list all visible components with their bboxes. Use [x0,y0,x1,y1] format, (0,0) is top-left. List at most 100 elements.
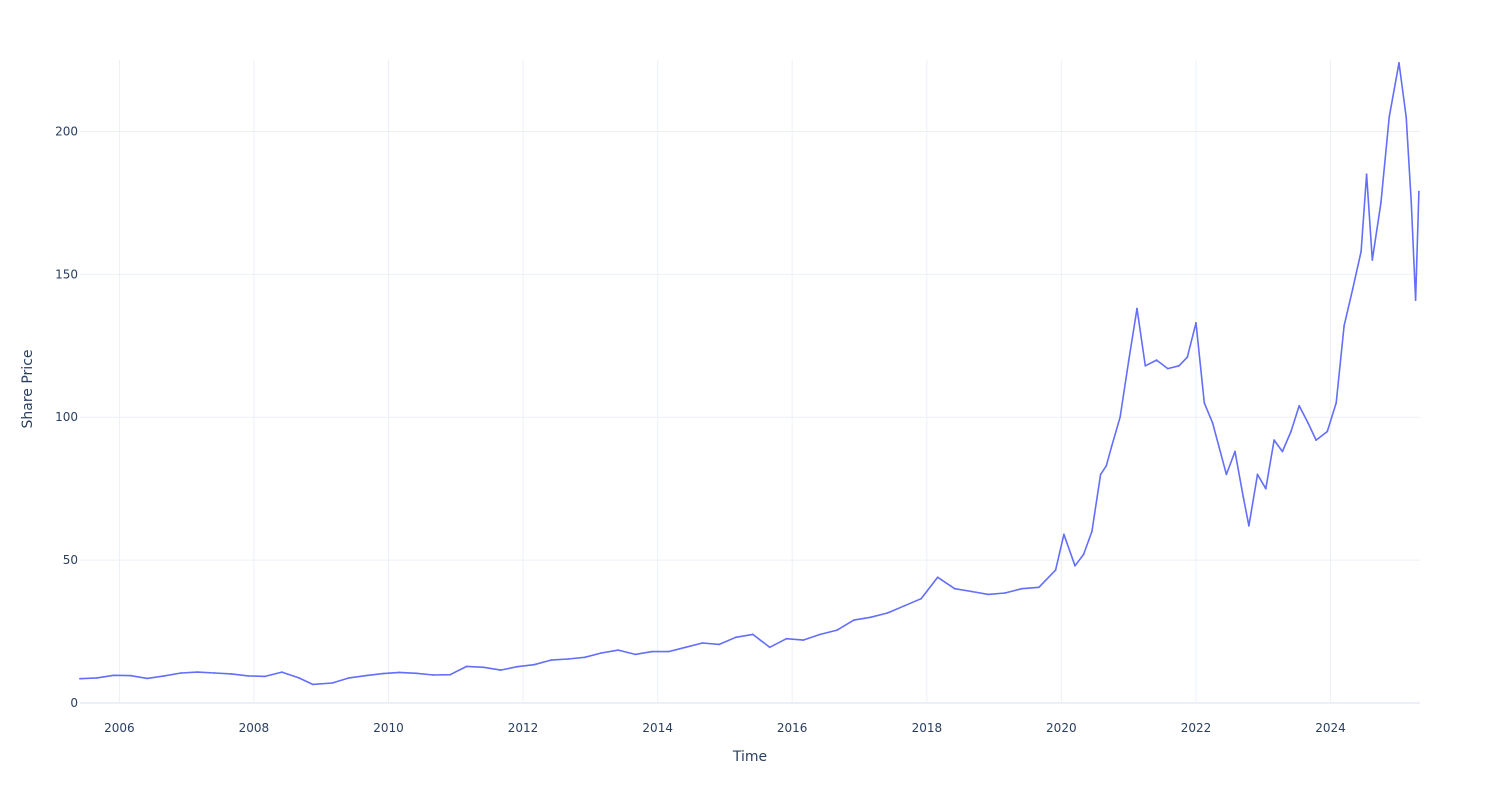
data-point [768,646,771,649]
data-point [311,683,314,686]
data-point [920,597,922,600]
data-point [785,637,788,640]
data-point [1234,450,1236,453]
chart-grid [80,60,1420,704]
data-point [701,642,704,644]
x-tick-label: 2014 [642,721,673,735]
data-point [1021,587,1023,590]
data-point [1290,430,1292,433]
data-point [1388,116,1391,119]
data-point [1410,202,1413,204]
data-point [1054,569,1057,571]
data-point [482,666,485,669]
data-point [533,663,535,666]
data-point [1242,496,1245,499]
data-point [196,671,199,673]
data-point [1351,287,1354,290]
data-point [1371,259,1374,261]
data-point [550,659,552,661]
data-point [987,593,990,596]
data-point [634,653,637,656]
data-point [567,658,569,660]
data-point [1099,473,1102,476]
data-point [600,652,603,654]
x-tick-label: 2024 [1315,721,1346,735]
x-tick-label: 2006 [104,721,135,735]
data-point [1105,464,1108,467]
data-point [1155,359,1158,361]
data-point [1264,487,1267,490]
data-point [1273,439,1275,441]
data-point [1186,356,1189,359]
data-point [499,669,502,671]
data-point [1307,422,1309,424]
x-tick-label: 2012 [508,721,539,735]
data-point [163,675,166,677]
data-point [180,672,182,674]
data-point [382,672,384,675]
series-layer [79,62,1420,686]
x-axis-title: Time [732,749,767,765]
tick-labels: 2006 2008 2010 2012 2014 2016 2018 2020 2022 2024… [55,124,1346,735]
data-point [1418,190,1420,193]
data-point [1038,586,1040,589]
data-point [1414,299,1417,301]
data-point [1365,173,1368,176]
y-tick-label: 200 [55,124,78,138]
data-point [298,677,300,679]
data-point [1256,473,1259,476]
data-point [1398,62,1400,64]
data-point [432,674,435,676]
data-point [1195,322,1197,324]
data-point [365,674,367,677]
data-point [1063,533,1065,536]
data-point [129,674,132,677]
data-point [1281,450,1284,453]
data-point [112,674,115,677]
data-point [1315,439,1317,441]
series-line [79,62,1420,686]
y-tick-label: 0 [70,696,78,710]
data-point [667,650,670,653]
data-point [953,587,956,590]
data-point [819,633,822,636]
data-point [1166,367,1169,370]
data-point [1203,402,1206,404]
data-point [1211,422,1214,424]
y-tick-label: 100 [55,410,78,424]
data-point [802,639,805,641]
series-points [79,62,1420,686]
data-point [1082,553,1085,556]
data-point [264,675,266,678]
data-point [853,619,855,621]
data-point [1360,250,1362,253]
data-point [970,590,973,593]
data-point [449,673,451,676]
data-point [617,649,620,651]
data-point [583,656,586,659]
data-point [247,675,250,677]
data-point [751,633,754,636]
data-point [1074,564,1076,567]
data-point [651,650,653,653]
data-point [886,612,889,614]
x-tick-label: 2022 [1181,721,1212,735]
data-point [79,677,81,680]
x-tick-label: 2018 [912,721,943,735]
data-point [230,673,233,675]
data-point [1110,444,1113,447]
data-point [734,636,737,639]
data-point [1144,364,1147,367]
data-point [1335,402,1338,404]
data-point [331,682,334,684]
data-point [1298,404,1301,407]
x-tick-label: 2010 [373,721,404,735]
data-point [96,677,98,679]
data-point [1127,359,1130,361]
x-tick-label: 2020 [1046,721,1077,735]
data-point [1004,592,1006,594]
data-point [903,604,906,607]
data-point [516,665,519,668]
data-point [415,672,418,675]
